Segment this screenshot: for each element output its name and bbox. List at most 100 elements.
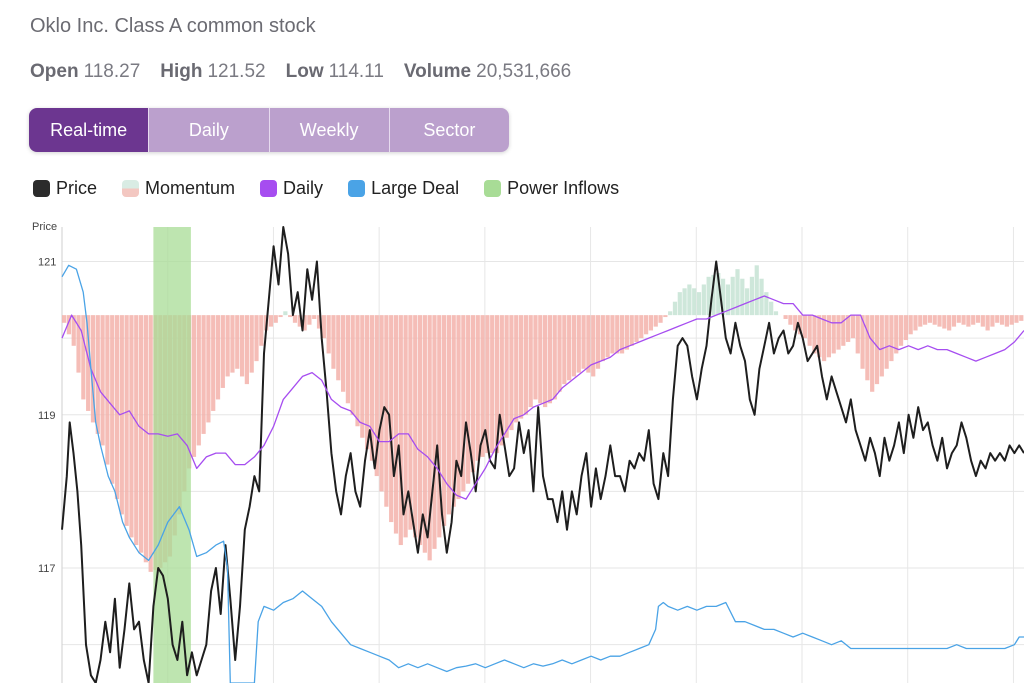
momentum-bar xyxy=(846,315,851,342)
momentum-bar xyxy=(749,276,755,316)
momentum-bar xyxy=(740,278,745,316)
momentum-bar xyxy=(244,315,249,385)
stat-open: Open 118.27 xyxy=(30,61,140,83)
y-tick-label: 119 xyxy=(38,410,56,422)
momentum-bar xyxy=(86,315,91,411)
y-tick-label: 121 xyxy=(38,256,56,268)
momentum-bar xyxy=(533,315,538,400)
momentum-bar xyxy=(966,315,971,327)
momentum-bar xyxy=(797,315,803,335)
legend-price[interactable]: Price xyxy=(33,178,97,199)
momentum-bar xyxy=(312,315,317,319)
momentum-bar xyxy=(831,315,836,354)
momentum-bar xyxy=(143,315,148,563)
momentum-bar xyxy=(129,315,134,538)
legend-power-inflows-label: Power Inflows xyxy=(507,178,620,198)
momentum-bar xyxy=(903,315,908,341)
momentum-bar xyxy=(913,315,918,331)
momentum-bar xyxy=(634,315,639,342)
momentum-bar xyxy=(528,315,533,408)
momentum-bar xyxy=(918,315,923,327)
momentum-bar xyxy=(855,315,860,354)
momentum-bar xyxy=(475,315,480,461)
momentum-bar xyxy=(581,315,586,369)
momentum-bar xyxy=(773,311,779,316)
stat-open-label: Open xyxy=(30,61,79,82)
momentum-bar xyxy=(148,315,153,572)
legend-power-inflows[interactable]: Power Inflows xyxy=(484,178,619,199)
legend-large-deal-swatch xyxy=(348,180,366,197)
stats-row: Open 118.27 High 121.52 Low 114.11 Volume 20… xyxy=(30,61,571,83)
momentum-bar xyxy=(316,315,322,329)
y-axis-title: Price xyxy=(32,221,57,233)
momentum-bar xyxy=(485,315,490,454)
legend-momentum[interactable]: Momentum xyxy=(122,178,235,199)
legend-power-inflows-swatch xyxy=(484,180,502,197)
momentum-bar xyxy=(716,272,721,316)
momentum-bar xyxy=(692,288,697,316)
tab-weekly[interactable]: Weekly xyxy=(269,108,390,152)
momentum-bar xyxy=(105,315,110,465)
momentum-bar xyxy=(884,315,889,369)
momentum-bar xyxy=(894,315,899,354)
tab-real-time[interactable]: Real-time xyxy=(29,108,150,152)
stat-volume: Volume 20,531,666 xyxy=(404,61,571,83)
tab-sector[interactable]: Sector xyxy=(389,108,509,152)
legend-momentum-swatch xyxy=(122,180,140,197)
momentum-bar xyxy=(211,315,216,411)
stat-high-value: 121.52 xyxy=(207,61,266,82)
momentum-bar xyxy=(947,315,952,331)
momentum-bar xyxy=(711,274,716,316)
momentum-bar xyxy=(331,315,336,369)
price-chart[interactable]: 121 119 117 Price xyxy=(0,215,1024,683)
momentum-bar xyxy=(422,315,427,553)
stat-open-value: 118.27 xyxy=(83,61,141,82)
momentum-bar xyxy=(350,315,355,415)
momentum-bar xyxy=(922,315,928,325)
momentum-bar xyxy=(1014,315,1019,323)
momentum-bar xyxy=(841,315,846,346)
momentum-bar xyxy=(268,315,274,327)
momentum-bar xyxy=(793,315,798,331)
momentum-bar xyxy=(81,315,86,400)
momentum-bar xyxy=(432,315,437,549)
momentum-bar xyxy=(639,315,644,339)
momentum-bar xyxy=(215,315,221,400)
momentum-bar xyxy=(509,315,514,431)
momentum-bar xyxy=(754,265,759,316)
momentum-bar xyxy=(360,315,365,438)
momentum-bar xyxy=(682,288,687,316)
momentum-bar xyxy=(480,315,485,457)
timeframe-tabs: Real-time Daily Weekly Sector xyxy=(29,108,509,152)
legend-large-deal[interactable]: Large Deal xyxy=(348,178,459,199)
momentum-bar xyxy=(499,315,504,446)
momentum-bar xyxy=(995,315,1000,323)
momentum-bar xyxy=(605,315,610,358)
momentum-bar xyxy=(980,315,985,327)
momentum-bar xyxy=(389,315,394,523)
momentum-bar xyxy=(1009,315,1014,325)
momentum-bar xyxy=(908,315,913,335)
tab-daily[interactable]: Daily xyxy=(149,108,270,152)
momentum-bar xyxy=(230,315,235,373)
momentum-bar xyxy=(865,315,870,381)
momentum-bar xyxy=(706,276,711,316)
momentum-bar xyxy=(817,315,822,358)
momentum-bar xyxy=(369,315,375,461)
momentum-bar xyxy=(398,315,403,546)
legend-price-swatch xyxy=(33,180,50,197)
momentum-bar xyxy=(220,315,225,388)
momentum-bar xyxy=(764,292,769,316)
momentum-bar xyxy=(191,315,197,457)
momentum-bar xyxy=(956,315,961,323)
legend-daily[interactable]: Daily xyxy=(260,178,323,199)
momentum-bar xyxy=(619,315,625,354)
momentum-bar xyxy=(672,301,678,316)
momentum-bar xyxy=(393,315,399,534)
momentum-bar xyxy=(437,315,442,538)
momentum-bar xyxy=(571,315,577,377)
momentum-bar xyxy=(326,315,331,354)
momentum-bar xyxy=(119,315,124,515)
momentum-bar xyxy=(576,315,581,373)
momentum-bar xyxy=(615,315,620,354)
